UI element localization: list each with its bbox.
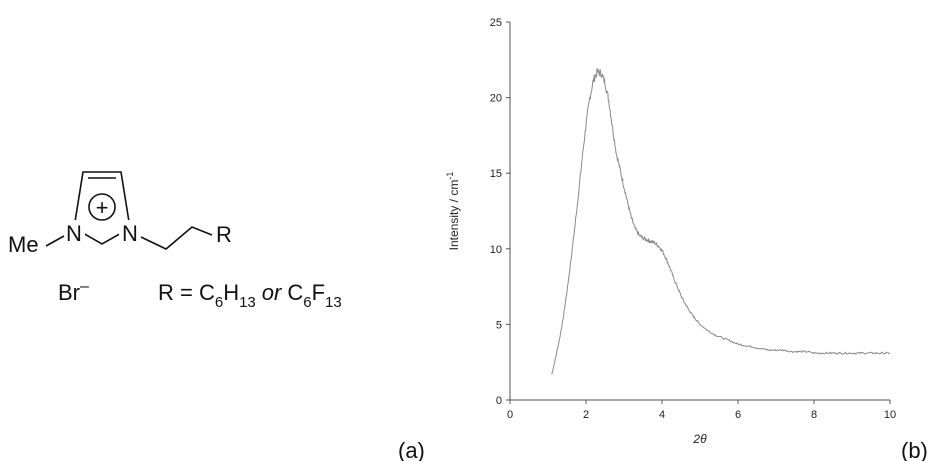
x-tick-label: 4 [659,409,665,421]
ethyl-chain [140,226,213,250]
chart: 0 2 4 6 8 10 0 5 10 15 20 25 2θ Intensity / cm-1 [445,17,896,446]
nitrogen-right-label: N [122,221,138,246]
counterion-label: Br– [58,278,89,305]
nitrogen-left-label: N [66,221,82,246]
x-tick-label: 8 [811,409,817,421]
panel-a-structure: + N N Me R Br– R = C6H13 or C6F13 (a) [8,171,425,461]
y-tick-label: 20 [490,93,502,105]
y-tick-label: 15 [490,168,502,180]
r-group-formula: R = C6H13 or C6F13 [158,280,342,311]
y-tick-label: 10 [490,244,502,256]
x-axis-label: 2θ [692,432,707,446]
imidazolium-ring [73,171,131,245]
positive-charge-symbol: + [96,195,109,220]
y-tick-label: 25 [490,17,502,29]
x-ticks: 0 2 4 6 8 10 [507,400,896,421]
methyl-label: Me [8,232,39,257]
positive-charge-circle [88,193,116,221]
panel-a-label: (a) [398,438,425,461]
y-tick-label: 0 [496,395,502,407]
panel-b-label: (b) [901,438,928,461]
x-tick-label: 0 [507,409,513,421]
series-line-intensity [551,68,891,375]
y-tick-label: 5 [496,319,502,331]
x-tick-label: 2 [583,409,589,421]
methyl-bond [45,235,65,247]
y-ticks: 0 5 10 15 20 25 [490,17,510,407]
y-axis-label: Intensity / cm-1 [445,172,461,251]
x-tick-label: 6 [735,409,741,421]
r-group-label: R [216,222,232,247]
x-tick-label: 10 [884,409,896,421]
